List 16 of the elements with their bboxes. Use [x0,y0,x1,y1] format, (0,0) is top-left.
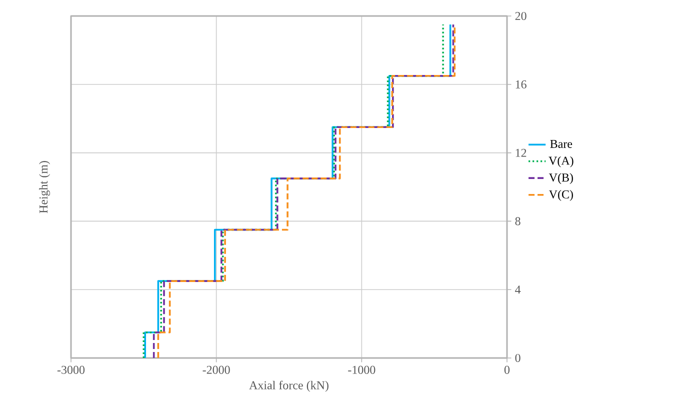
x-tick-label: -1000 [348,366,376,374]
x-tick-label: -2000 [202,366,230,374]
y-tick-label: 12 [516,148,526,157]
legend-label: V(B) [548,173,573,184]
x-tick-label: -3000 [57,366,85,374]
y-tick-label: 4 [515,286,521,294]
legend-label: V(C) [548,190,573,201]
x-tick-label: 0 [504,366,510,374]
y-tick-label: 8 [515,217,520,226]
legend-label: V(A) [548,156,574,168]
legend-label: Bare [550,140,572,148]
x-axis-title: Axial force (kN) [249,380,328,392]
y-tick-label: 16 [516,80,526,88]
y-tick-label: 0 [515,354,520,362]
y-tick-label: 20 [515,12,526,20]
y-axis-title: Height (m) [39,161,50,214]
